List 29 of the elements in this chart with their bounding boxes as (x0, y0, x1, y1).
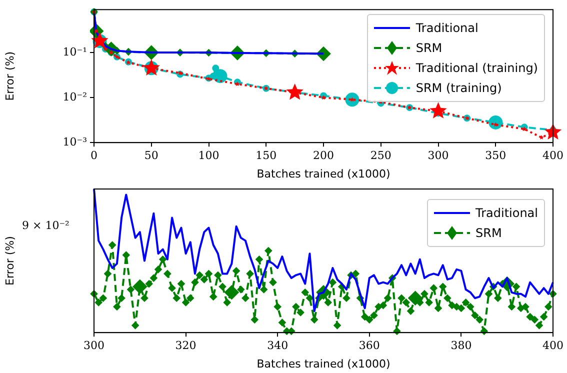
x-tick-label: 250 (370, 149, 392, 162)
legend-label: Traditional (416, 21, 478, 35)
x-tick-label: 100 (198, 149, 220, 162)
x-tick-label: 350 (485, 149, 506, 162)
x-axis-title: Batches trained (x1000) (256, 167, 390, 180)
legend-label: Traditional (training) (416, 61, 538, 75)
y-axis-title: Error (%) (3, 236, 16, 286)
x-tick-label: 360 (358, 339, 380, 352)
x-tick-label: 0 (90, 149, 98, 162)
x-tick-label: 150 (256, 149, 277, 162)
x-tick-label: 50 (144, 149, 158, 162)
y-tick-label: 10⁻³ (62, 135, 87, 148)
x-axis-title: Batches trained (x1000) (256, 357, 390, 370)
x-tick-label: 400 (542, 339, 564, 352)
legend-label: SRM (training) (416, 81, 502, 95)
x-tick-label: 400 (542, 149, 564, 162)
x-tick-label: 380 (450, 339, 472, 352)
y-axis-title: Error (%) (3, 51, 16, 101)
y-tick-label: 10⁻² (62, 90, 87, 104)
text: 9 × 10⁻² (22, 219, 70, 232)
x-tick-label: 300 (84, 339, 104, 352)
x-tick-label: 200 (313, 149, 334, 162)
y-tick-label: 10⁻¹ (62, 45, 87, 58)
legend-label: SRM (476, 226, 502, 240)
x-tick-label: 320 (175, 339, 196, 352)
legend-label: Traditional (476, 206, 538, 220)
x-tick-label: 340 (267, 339, 288, 352)
x-tick-label: 300 (428, 149, 449, 162)
legend-label: SRM (416, 41, 442, 55)
